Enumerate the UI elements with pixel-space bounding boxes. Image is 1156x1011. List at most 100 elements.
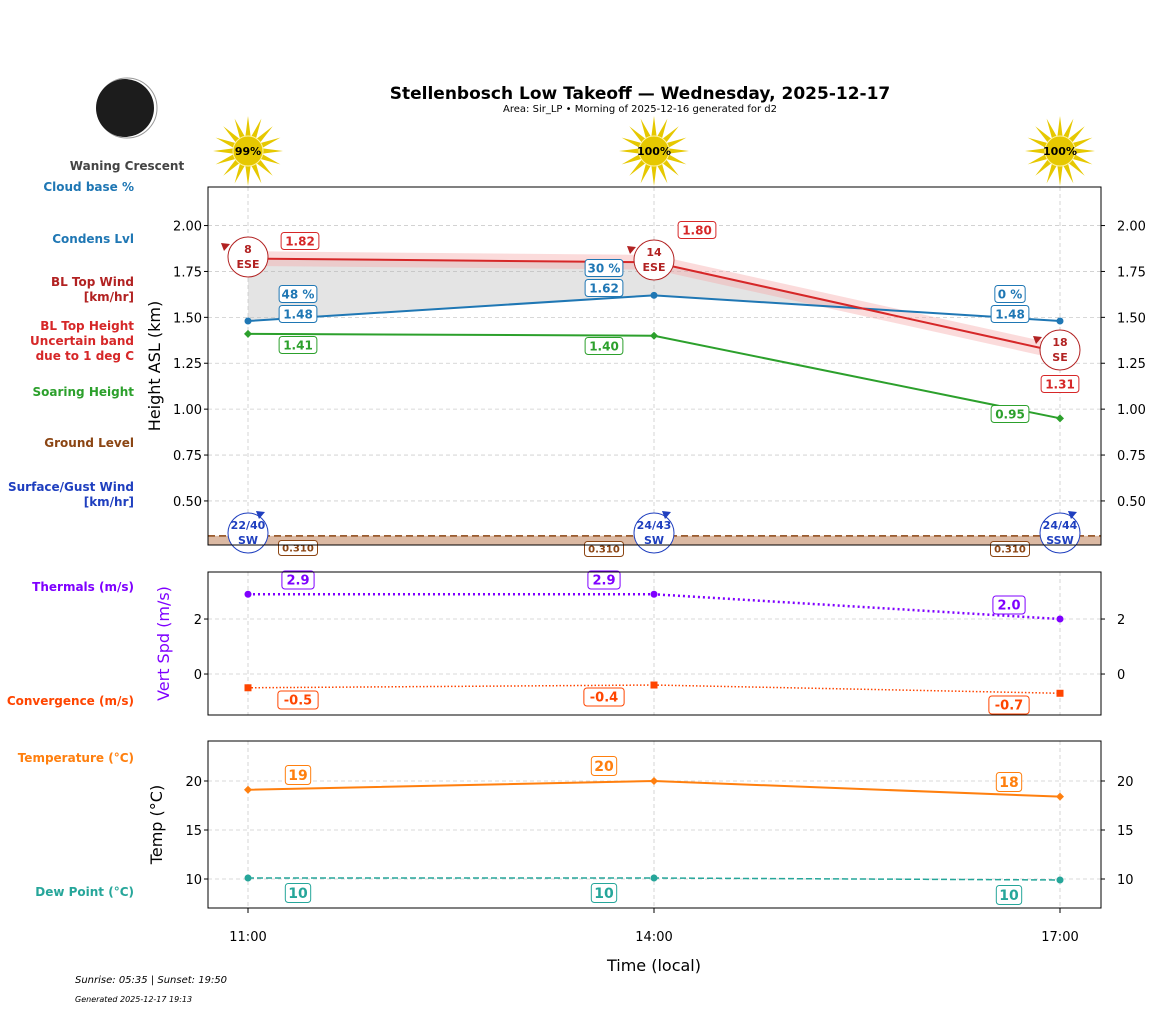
condensation-level-label-box	[278, 305, 318, 323]
y-tick-label-right: 0	[1117, 668, 1125, 683]
y-tick-label-left: 0.75	[173, 449, 202, 464]
thermals-label-text: 2.9	[592, 574, 615, 589]
sun-disc	[1044, 135, 1076, 167]
temperature-label-text: 18	[999, 775, 1018, 791]
sunrise-sunset: Sunrise: 05:35 | Sunset: 19:50	[75, 975, 228, 986]
dewpoint-label-text: 10	[594, 886, 614, 902]
ground-level-label-text: 0.310	[282, 544, 314, 555]
axes-frame	[207, 186, 1102, 546]
y-tick-label-right: 1.75	[1117, 265, 1146, 280]
sun-percent-label: 100%	[637, 145, 671, 158]
condensation-level-label: 1.48	[990, 305, 1030, 323]
wind-speed: 24/44	[1043, 519, 1078, 532]
bl-top-label-text: 1.82	[285, 234, 315, 248]
wind-circle	[1039, 329, 1081, 371]
dewpoint-point	[1056, 876, 1064, 884]
x-tick-label: 14:00	[635, 930, 672, 945]
thermals-point	[1056, 615, 1064, 623]
soaring-height-label-text: 1.40	[589, 339, 619, 353]
sun-icon: 100%	[1025, 116, 1095, 186]
cloud-base-pct-label-box	[994, 285, 1026, 303]
wind-direction: SW	[238, 534, 258, 547]
bl-top-label-text: 1.31	[1045, 377, 1075, 391]
convergence-label-box	[277, 690, 319, 710]
thermals-label-box	[587, 570, 621, 590]
condensation-level-label-text: 1.48	[995, 307, 1025, 321]
convergence-label-text: -0.5	[284, 694, 312, 709]
axes-frame	[207, 571, 1102, 716]
y-tick-label-right: 1.50	[1117, 311, 1146, 326]
row-label: Soaring Height	[33, 385, 135, 399]
thermals-label-text: 2.0	[997, 599, 1020, 614]
y-tick-label-right: 1.00	[1117, 403, 1146, 418]
wind-speed: 14	[646, 246, 662, 259]
wind-arrow-icon	[256, 511, 265, 519]
temperature-label-box	[284, 765, 312, 785]
y-tick-label-right: 20	[1117, 775, 1134, 790]
cloud-base-pct-label-text: 30 %	[588, 261, 621, 275]
wind-speed: 8	[244, 243, 252, 256]
convergence-point	[1056, 689, 1064, 697]
moon-phase-label: Waning Crescent	[70, 159, 185, 173]
row-label: due to 1 deg C	[36, 349, 135, 363]
y-tick-label-right: 15	[1117, 824, 1134, 839]
convergence-label-box	[583, 687, 625, 707]
wind-arrow-icon	[627, 246, 636, 254]
convergence-label: -0.4	[583, 687, 625, 707]
sun-disc	[638, 135, 670, 167]
y-tick-label-right: 2.00	[1117, 220, 1146, 235]
cloud-base-pct-label: 30 %	[584, 259, 624, 277]
ground-level-label-text: 0.310	[588, 545, 620, 556]
condensation-level-label-box	[584, 279, 624, 297]
row-label: Surface/Gust Wind	[8, 480, 134, 494]
y-tick-label-left: 1.00	[173, 403, 202, 418]
cloud-base-pct-label-text: 0 %	[998, 287, 1023, 301]
condensation-level-point	[650, 291, 658, 299]
soaring-height-label-text: 0.95	[995, 407, 1025, 421]
wind-direction: SW	[644, 534, 664, 547]
convergence-label-box	[988, 695, 1030, 715]
sun-percent-label: 100%	[1043, 145, 1077, 158]
generated-timestamp: Generated 2025-12-17 19:13	[75, 995, 193, 1004]
row-label: Condens Lvl	[52, 232, 134, 246]
dewpoint-label: 10	[995, 885, 1023, 905]
wind-circle	[227, 236, 269, 278]
bl-top-label-text: 1.80	[682, 223, 712, 237]
wind-direction: SE	[1052, 351, 1067, 364]
temperature-point	[1056, 792, 1064, 801]
wind-arrow-icon	[662, 511, 671, 519]
ground-level-label-box	[278, 540, 318, 556]
bl-top-wind: 14 ESE	[627, 239, 675, 281]
convergence-label: -0.7	[988, 695, 1030, 715]
chart-title: Stellenbosch Low Takeoff — Wednesday, 20…	[390, 84, 891, 104]
bl-top-uncertainty-band	[248, 251, 1060, 360]
y-tick-label-left: 2.00	[173, 220, 202, 235]
dewpoint-label-box	[590, 883, 618, 903]
y-tick-label-right: 0.50	[1117, 495, 1146, 510]
ground-level-label: 0.310	[990, 541, 1030, 557]
wind-circle	[633, 512, 675, 554]
cloud-gap-fill	[248, 258, 863, 322]
temperature-label-text: 19	[288, 768, 307, 784]
dewpoint-label-text: 10	[999, 888, 1019, 904]
wind-circle	[227, 512, 269, 554]
soaring-height-label-box	[584, 337, 624, 355]
y-tick-label-left: 15	[185, 824, 202, 839]
wind-arrow-icon	[1068, 511, 1077, 519]
dewpoint-label: 10	[284, 883, 312, 903]
condensation-level-label: 1.62	[584, 279, 624, 297]
dewpoint-label-box	[284, 883, 312, 903]
convergence-label-text: -0.4	[590, 691, 618, 706]
wind-direction: ESE	[237, 258, 260, 271]
wind-speed: 18	[1052, 336, 1067, 349]
y-tick-label-right: 1.25	[1117, 357, 1146, 372]
row-label: Thermals (m/s)	[32, 580, 134, 594]
bl-top-label-box	[280, 232, 320, 250]
y-axis-label: Temp (°C)	[147, 785, 166, 865]
temperature-point	[244, 785, 252, 794]
condensation-level-point	[244, 317, 252, 325]
thermals-label-box	[992, 595, 1026, 615]
soaring-height-label-text: 1.41	[283, 338, 313, 352]
thermals-point	[244, 590, 252, 598]
